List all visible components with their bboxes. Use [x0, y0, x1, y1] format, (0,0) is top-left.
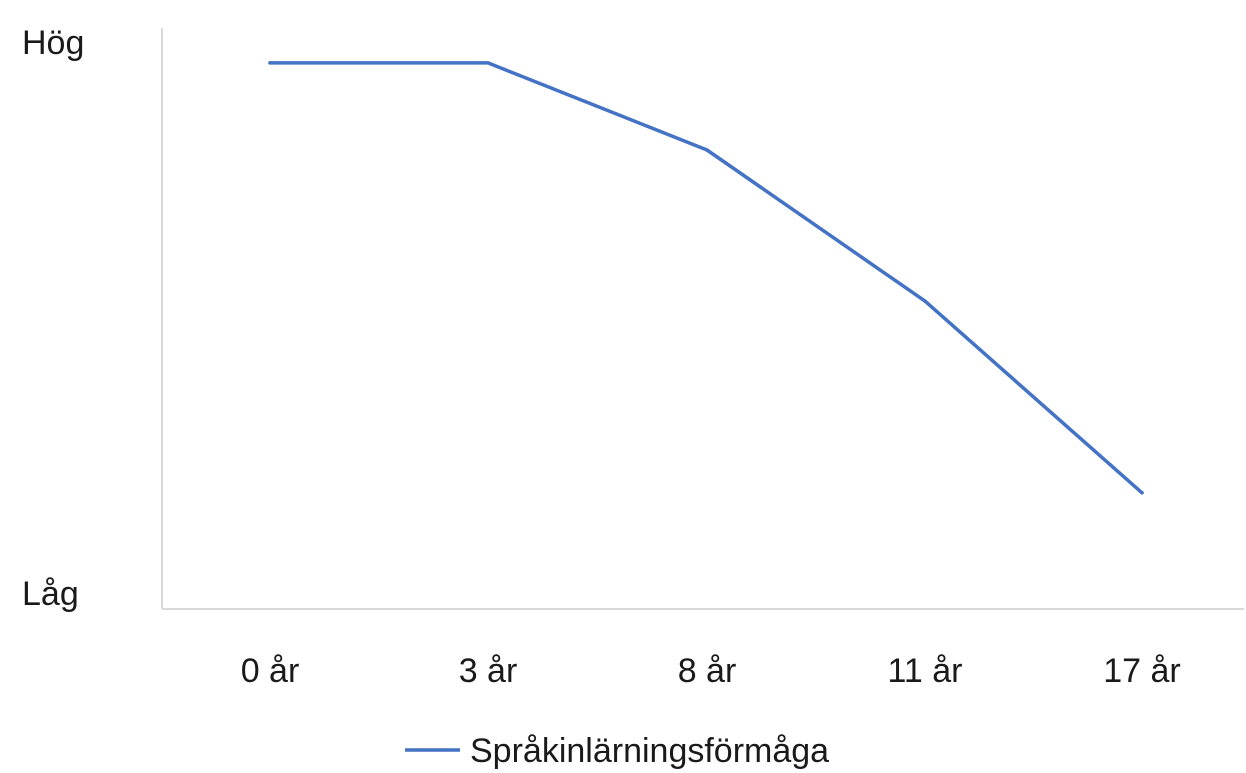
x-tick-label: 17 år — [1103, 652, 1181, 690]
legend-label: Språkinlärningsförmåga — [470, 732, 829, 770]
y-tick-label-top: Hög — [22, 24, 84, 62]
series-line-sprakinlarningsformaga — [268, 61, 1144, 495]
x-tick-label: 3 år — [459, 652, 518, 690]
legend: Språkinlärningsförmåga — [405, 732, 829, 770]
x-tick-labels: 0 år 3 år 8 år 11 år 17 år — [241, 652, 1181, 690]
y-tick-label-bottom: Låg — [22, 575, 79, 613]
x-tick-label: 11 år — [888, 652, 963, 690]
x-tick-label: 0 år — [241, 652, 300, 690]
data-point — [268, 61, 272, 65]
data-point — [923, 299, 927, 303]
data-point — [1140, 491, 1144, 495]
data-point — [486, 61, 490, 65]
x-tick-label: 8 år — [678, 652, 737, 690]
data-point — [705, 148, 709, 152]
